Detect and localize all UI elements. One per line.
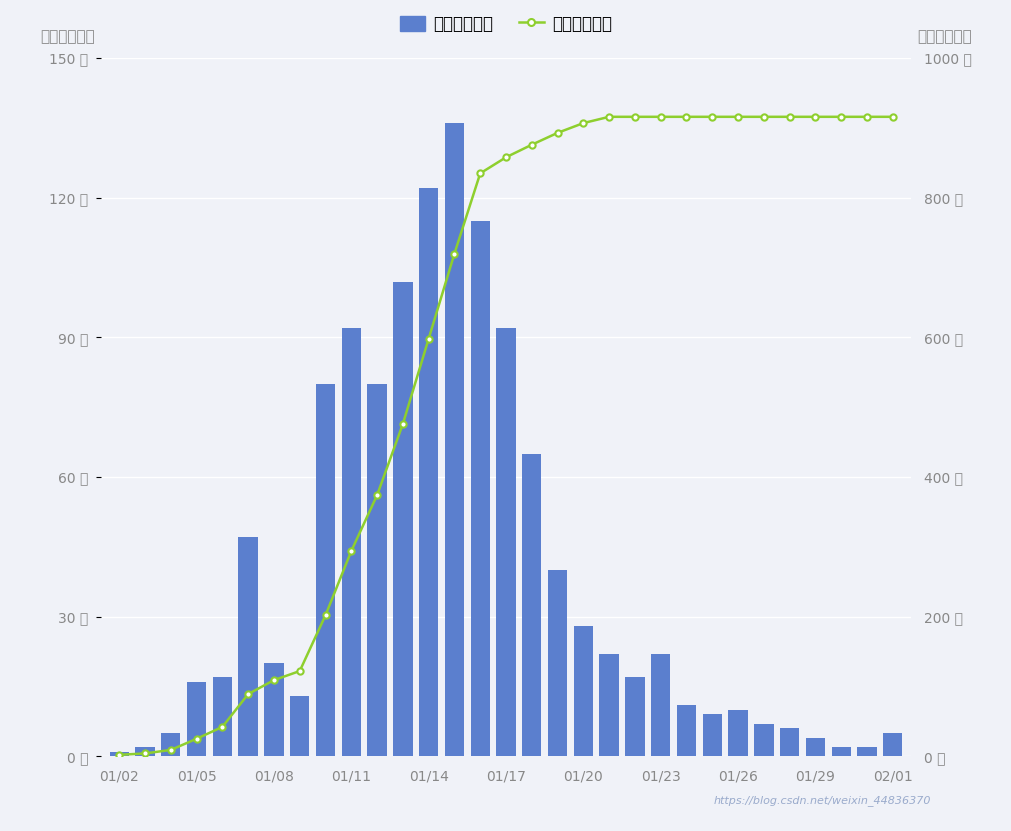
Bar	[522, 454, 541, 756]
Bar	[599, 654, 618, 756]
Bar	[676, 705, 696, 756]
Bar	[779, 728, 799, 756]
Bar	[212, 677, 232, 756]
Text: 毎日新增人数: 毎日新增人数	[40, 29, 95, 44]
Bar	[702, 715, 721, 756]
Bar	[290, 696, 309, 756]
Bar	[805, 738, 824, 756]
Bar	[315, 384, 335, 756]
Bar	[573, 626, 592, 756]
Legend: 毎日新增人数, 累计确诊人数: 毎日新增人数, 累计确诊人数	[393, 8, 618, 40]
Bar	[187, 681, 206, 756]
Bar	[856, 747, 876, 756]
Bar	[393, 282, 412, 756]
Bar	[547, 570, 567, 756]
Bar	[419, 189, 438, 756]
Bar	[135, 747, 155, 756]
Bar	[831, 747, 850, 756]
Bar	[444, 123, 464, 756]
Bar	[239, 538, 258, 756]
Text: 累计确诊人数: 累计确诊人数	[916, 29, 971, 44]
Bar	[883, 733, 902, 756]
Bar	[650, 654, 669, 756]
Bar	[753, 724, 772, 756]
Bar	[109, 751, 128, 756]
Bar	[342, 328, 361, 756]
Text: https://blog.csdn.net/weixin_44836370: https://blog.csdn.net/weixin_44836370	[713, 795, 930, 806]
Bar	[625, 677, 644, 756]
Bar	[728, 710, 747, 756]
Bar	[470, 221, 489, 756]
Bar	[161, 733, 180, 756]
Bar	[495, 328, 516, 756]
Bar	[264, 663, 283, 756]
Bar	[367, 384, 386, 756]
